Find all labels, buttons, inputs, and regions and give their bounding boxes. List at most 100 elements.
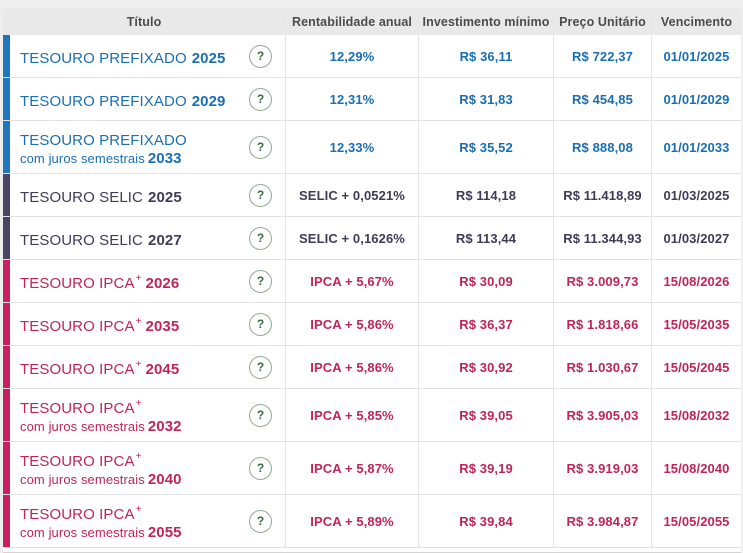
bond-subtitle: com juros semestrais 2032 (20, 418, 182, 435)
bond-name: TESOURO PREFIXADO (20, 92, 187, 110)
bond-unit-price: R$ 3.905,03 (553, 389, 651, 441)
bond-subtitle: com juros semestrais 2040 (20, 471, 182, 488)
bond-title-cell: TESOURO SELIC 2025 ? (10, 174, 285, 216)
help-button[interactable]: ? (249, 183, 272, 207)
table-row[interactable]: TESOURO PREFIXADO 2029 ? 12,31% R$ 31,83 … (3, 78, 741, 121)
bond-unit-price: R$ 722,37 (553, 35, 651, 77)
help-button[interactable]: ? (249, 312, 272, 336)
bond-unit-price: R$ 454,85 (553, 78, 651, 120)
bond-subtitle: com juros semestrais 2033 (20, 150, 182, 167)
bond-year: 2045 (145, 360, 180, 378)
bond-year: 2025 (191, 49, 226, 67)
bond-year: 2027 (148, 231, 182, 249)
bond-name: TESOURO IPCA (20, 453, 135, 470)
bond-year: 2026 (145, 274, 180, 292)
bond-category-bar (3, 442, 10, 494)
table-row[interactable]: TESOURO SELIC 2027 ? SELIC + 0,1626% R$ 1… (3, 217, 741, 260)
bond-unit-price: R$ 1.030,67 (553, 346, 651, 388)
bond-title-cell: TESOURO PREFIXADO com juros semestrais 20… (10, 121, 285, 173)
help-button[interactable]: ? (249, 87, 272, 111)
column-header-preco: Preço Unitário (553, 14, 651, 29)
bond-min-investment: R$ 39,19 (418, 442, 553, 494)
help-button[interactable]: ? (249, 509, 272, 533)
bond-maturity: 15/08/2040 (651, 442, 741, 494)
bond-rate: 12,33% (285, 121, 418, 173)
bond-rate: IPCA + 5,85% (285, 389, 418, 441)
table-row[interactable]: TESOURO IPCA+ com juros semestrais 2040 ?… (3, 442, 741, 495)
plus-sup-icon: + (135, 272, 142, 284)
help-button[interactable]: ? (249, 403, 272, 427)
plus-sup-icon: + (135, 451, 142, 462)
help-button[interactable]: ? (249, 135, 272, 159)
bond-category-bar (3, 121, 10, 173)
bond-min-investment: R$ 35,52 (418, 121, 553, 173)
bond-title: TESOURO IPCA+ com juros semestrais 2032 (20, 395, 182, 435)
bond-title-cell: TESOURO IPCA+ com juros semestrais 2032 ? (10, 389, 285, 441)
bond-category-bar (3, 260, 10, 302)
bond-year: 2032 (147, 418, 182, 435)
bond-title: TESOURO PREFIXADO 2025 (20, 45, 226, 68)
help-button[interactable]: ? (249, 355, 272, 379)
bond-min-investment: R$ 36,11 (418, 35, 553, 77)
bond-category-bar (3, 217, 10, 259)
bond-maturity: 15/08/2026 (651, 260, 741, 302)
bond-maturity: 01/01/2029 (651, 78, 741, 120)
bond-category-bar (3, 78, 10, 120)
question-icon: ? (256, 514, 265, 528)
question-icon: ? (256, 188, 265, 202)
bond-unit-price: R$ 3.009,73 (553, 260, 651, 302)
table-header-row: Título Rentabilidade anual Investimento … (3, 8, 741, 35)
bond-title: TESOURO IPCA+ 2026 (20, 270, 179, 293)
bond-name: TESOURO IPCA (20, 317, 135, 335)
bond-unit-price: R$ 888,08 (553, 121, 651, 173)
help-button[interactable]: ? (249, 44, 272, 68)
bond-name: TESOURO IPCA (20, 360, 135, 378)
bond-min-investment: R$ 36,37 (418, 303, 553, 345)
table-body: TESOURO PREFIXADO 2025 ? 12,29% R$ 36,11 … (3, 35, 741, 548)
bond-title: TESOURO PREFIXADO 2029 (20, 88, 226, 111)
plus-sup-icon: + (135, 315, 142, 327)
bond-rate: IPCA + 5,67% (285, 260, 418, 302)
bond-unit-price: R$ 3.919,03 (553, 442, 651, 494)
bond-category-bar (3, 303, 10, 345)
bond-year: 2029 (191, 92, 226, 110)
help-button[interactable]: ? (249, 269, 272, 293)
table-row[interactable]: TESOURO PREFIXADO com juros semestrais 20… (3, 121, 741, 174)
bond-name: TESOURO SELIC (20, 231, 143, 249)
bond-rate: IPCA + 5,89% (285, 495, 418, 547)
bond-name: TESOURO SELIC (20, 188, 143, 206)
help-button[interactable]: ? (249, 226, 272, 250)
table-row[interactable]: TESOURO IPCA+ 2026 ? IPCA + 5,67% R$ 30,0… (3, 260, 741, 303)
bond-min-investment: R$ 30,92 (418, 346, 553, 388)
bond-maturity: 15/05/2055 (651, 495, 741, 547)
bond-maturity: 15/05/2045 (651, 346, 741, 388)
bond-subtitle: com juros semestrais 2055 (20, 524, 182, 541)
table-row[interactable]: TESOURO IPCA+ com juros semestrais 2055 ?… (3, 495, 741, 548)
question-icon: ? (256, 360, 265, 374)
bond-unit-price: R$ 1.818,66 (553, 303, 651, 345)
bond-rate: SELIC + 0,0521% (285, 174, 418, 216)
table-row[interactable]: TESOURO IPCA+ com juros semestrais 2032 ?… (3, 389, 741, 442)
bond-name: TESOURO IPCA (20, 274, 135, 292)
bond-year: 2033 (147, 150, 182, 167)
bond-title-cell: TESOURO SELIC 2027 ? (10, 217, 285, 259)
table-row[interactable]: TESOURO SELIC 2025 ? SELIC + 0,0521% R$ 1… (3, 174, 741, 217)
bond-rate: IPCA + 5,86% (285, 346, 418, 388)
table-row[interactable]: TESOURO IPCA+ 2035 ? IPCA + 5,86% R$ 36,3… (3, 303, 741, 346)
bond-title: TESOURO SELIC 2025 (20, 184, 182, 207)
bond-title: TESOURO SELIC 2027 (20, 227, 182, 250)
bond-min-investment: R$ 113,44 (418, 217, 553, 259)
column-header-vencimento: Vencimento (651, 14, 741, 29)
bond-title-cell: TESOURO IPCA+ 2026 ? (10, 260, 285, 302)
bond-maturity: 15/08/2032 (651, 389, 741, 441)
bond-maturity: 01/03/2025 (651, 174, 741, 216)
bond-title-cell: TESOURO IPCA+ 2045 ? (10, 346, 285, 388)
bond-maturity: 01/01/2033 (651, 121, 741, 173)
bond-title: TESOURO IPCA+ com juros semestrais 2055 (20, 501, 182, 541)
table-row[interactable]: TESOURO IPCA+ 2045 ? IPCA + 5,86% R$ 30,9… (3, 346, 741, 389)
help-button[interactable]: ? (249, 456, 272, 480)
column-header-titulo: Título (126, 14, 162, 29)
table-row[interactable]: TESOURO PREFIXADO 2025 ? 12,29% R$ 36,11 … (3, 35, 741, 78)
bond-title-cell: TESOURO IPCA+ com juros semestrais 2055 ? (10, 495, 285, 547)
column-header-rentabilidade: Rentabilidade anual (285, 14, 418, 29)
